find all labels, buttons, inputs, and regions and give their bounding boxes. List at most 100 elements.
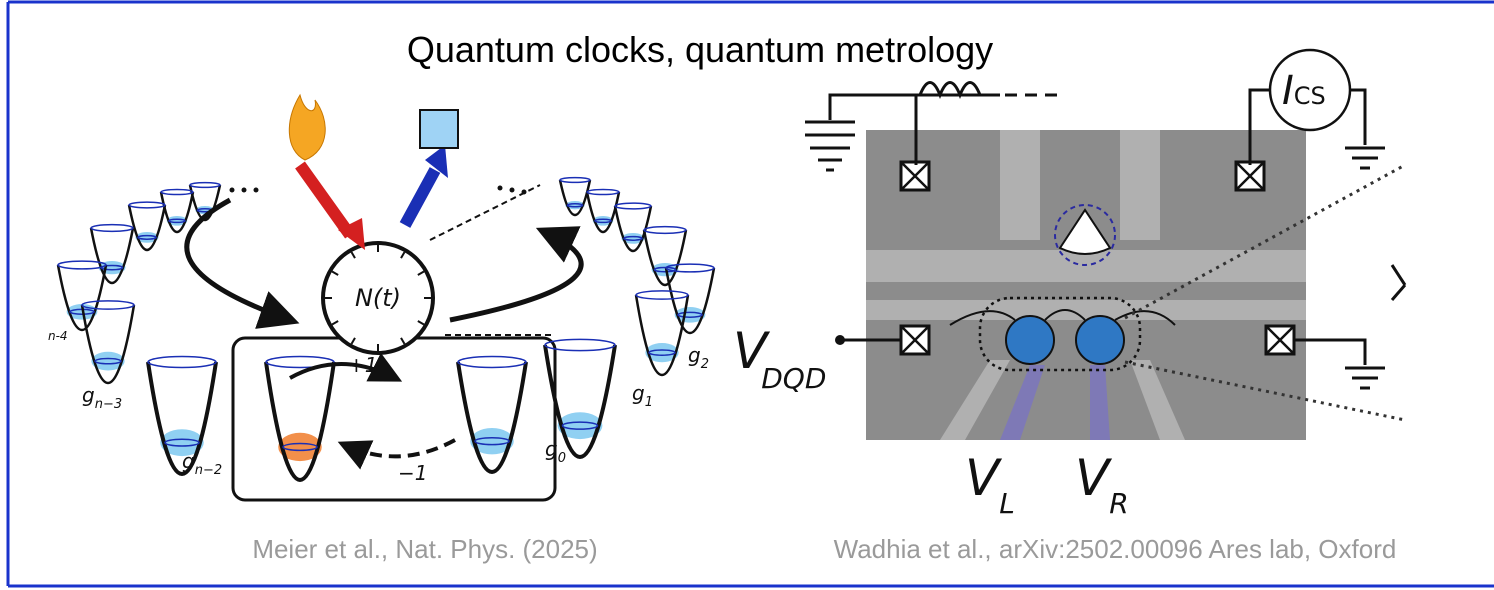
well-level — [653, 266, 677, 273]
electrode — [1000, 130, 1040, 240]
well-level — [648, 349, 676, 356]
well — [264, 355, 336, 482]
terminal — [835, 335, 845, 345]
well-rim — [643, 225, 687, 235]
well-rim — [57, 260, 107, 270]
well-rim — [147, 355, 217, 369]
well-level — [566, 202, 584, 208]
well-glow — [470, 428, 514, 455]
dot — [521, 189, 527, 195]
forward-label: +1 — [348, 353, 377, 377]
label-main: V — [965, 449, 1003, 507]
well-curve — [664, 267, 716, 335]
right-figure: ICS VDQD VL VR — [733, 48, 1407, 520]
well-rim — [265, 355, 335, 369]
well-level — [594, 218, 612, 224]
well-glow — [278, 432, 322, 462]
well-glow — [645, 343, 679, 363]
label-sub: n−2 — [195, 463, 222, 478]
backward-label: −1 — [398, 461, 427, 485]
well-glow — [651, 263, 679, 277]
label-main: V — [1075, 449, 1113, 507]
gate-label: VR — [1075, 449, 1129, 520]
label-sub: R — [1109, 487, 1128, 520]
well-curve — [80, 304, 136, 385]
slide-title: Quantum clocks, quantum metrology — [407, 29, 993, 70]
label-sub: 1 — [645, 395, 653, 410]
zoom-lines — [1124, 163, 1406, 422]
backward-arrow — [337, 438, 456, 470]
grounds — [805, 120, 1385, 390]
well — [642, 225, 688, 286]
well-label: gn−3 — [82, 383, 122, 412]
label-sub: 2 — [701, 357, 709, 372]
well-level — [137, 234, 157, 240]
well — [558, 176, 592, 216]
label-main: I — [1282, 68, 1294, 114]
electrode — [1130, 360, 1185, 440]
label-main: g — [688, 343, 701, 367]
work-arrow — [399, 167, 441, 228]
sensor-outline — [1054, 204, 1116, 266]
label-main: g — [632, 381, 645, 405]
well-label: g1 — [632, 381, 653, 410]
electrode — [940, 360, 1010, 440]
well-label: g0 — [545, 437, 566, 466]
well — [146, 355, 218, 476]
ground — [1345, 146, 1385, 170]
label-sub: DQD — [761, 362, 826, 395]
wire — [1248, 88, 1367, 165]
well-rim — [635, 290, 689, 300]
dot — [241, 187, 247, 193]
well-level — [282, 442, 318, 452]
well — [80, 300, 136, 385]
work-arrow-head — [425, 145, 448, 178]
contact — [1234, 160, 1266, 192]
well-rim — [457, 355, 527, 369]
well-level — [164, 438, 200, 447]
heat-arrow — [295, 161, 355, 239]
well-glow — [91, 351, 125, 371]
well — [543, 338, 617, 459]
contact-cross — [1265, 325, 1295, 355]
current-source — [1268, 48, 1352, 132]
well-level — [168, 218, 186, 224]
contacts — [899, 160, 1296, 356]
contact — [899, 160, 931, 192]
flame — [288, 93, 326, 161]
label-sub: CS — [1294, 82, 1326, 110]
clock-ticks — [325, 245, 431, 351]
well-curve — [56, 264, 108, 332]
slide-border — [6, 0, 1494, 588]
well-glow — [557, 412, 603, 440]
tunnel-arrows — [949, 309, 1176, 326]
well-rim — [559, 176, 591, 184]
contact-cross — [900, 161, 930, 191]
caption-right: Wadhia et al., arXiv:2502.00096 Ares lab… — [834, 534, 1397, 564]
contact-cross — [1235, 161, 1265, 191]
well-level — [677, 311, 703, 318]
label-main: g — [545, 437, 558, 461]
well-rim — [128, 201, 166, 209]
well-level — [561, 421, 599, 430]
contact-cross — [900, 325, 930, 355]
clock-tick — [417, 270, 425, 276]
well — [664, 263, 716, 335]
cycle-arrow-right — [449, 226, 584, 323]
label-main: g — [182, 449, 195, 473]
well-glow — [592, 216, 614, 226]
well-glow — [135, 232, 159, 243]
cut-symbol — [1390, 264, 1407, 301]
label-sub: 0 — [558, 451, 566, 466]
inset-box — [231, 336, 557, 502]
ground — [805, 120, 855, 172]
well-rim — [614, 202, 652, 210]
clock — [321, 241, 435, 355]
well — [634, 290, 690, 377]
clock-tick — [400, 337, 406, 345]
clock-tick — [350, 251, 356, 259]
cycle-arrow-left — [184, 197, 300, 329]
circuit — [828, 48, 1367, 365]
electrode — [866, 300, 1306, 320]
